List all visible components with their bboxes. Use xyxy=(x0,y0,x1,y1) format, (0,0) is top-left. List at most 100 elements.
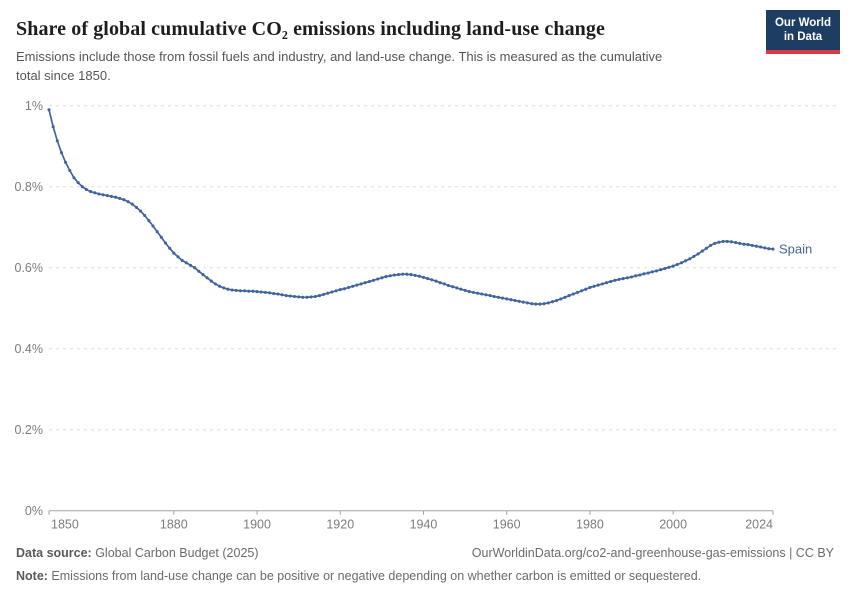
x-tick-label: 1880 xyxy=(160,518,188,532)
data-point xyxy=(659,268,663,272)
data-point xyxy=(301,295,305,299)
data-point xyxy=(230,288,234,292)
data-point xyxy=(47,108,51,112)
data-point xyxy=(322,292,326,296)
data-point xyxy=(446,283,450,288)
data-point xyxy=(667,265,671,269)
data-point xyxy=(276,292,280,296)
data-point xyxy=(713,241,717,245)
y-tick-label: 1% xyxy=(25,99,43,113)
data-point xyxy=(118,196,122,200)
data-point xyxy=(426,277,430,281)
data-point xyxy=(550,300,555,304)
data-point xyxy=(471,290,475,294)
x-tick-label: 2024 xyxy=(745,518,773,532)
data-point xyxy=(650,270,654,274)
series-label[interactable]: Spain xyxy=(779,242,812,257)
data-point xyxy=(538,302,542,306)
data-point xyxy=(600,282,604,286)
footer-url[interactable]: OurWorldinData.org/co2-and-greenhouse-ga… xyxy=(471,546,834,560)
owid-logo[interactable]: Our World in Data xyxy=(766,10,840,54)
data-point xyxy=(467,290,471,294)
footer-note-label: Note: xyxy=(16,569,48,583)
data-point xyxy=(646,271,650,275)
data-point xyxy=(89,190,93,194)
data-point xyxy=(243,289,247,293)
data-point xyxy=(405,272,409,276)
data-point xyxy=(642,272,646,276)
data-point xyxy=(342,287,346,291)
data-point xyxy=(134,205,138,209)
y-tick-label: 0.8% xyxy=(15,180,44,194)
data-point xyxy=(68,168,72,173)
data-point xyxy=(284,294,288,298)
data-point xyxy=(180,258,184,262)
data-point xyxy=(93,191,97,195)
data-point xyxy=(496,295,500,299)
data-point xyxy=(409,273,413,277)
y-tick-label: 0% xyxy=(25,504,43,518)
data-point xyxy=(546,301,550,305)
data-point xyxy=(226,287,230,291)
y-tick-label: 0.2% xyxy=(15,423,44,437)
data-point xyxy=(559,297,563,301)
data-point xyxy=(280,293,284,297)
data-point xyxy=(621,277,625,281)
data-point xyxy=(347,285,351,290)
data-point xyxy=(763,246,767,250)
data-point xyxy=(317,294,322,298)
data-point xyxy=(201,273,205,277)
data-point xyxy=(288,294,292,298)
data-point xyxy=(500,296,505,300)
data-point xyxy=(617,277,621,281)
data-point xyxy=(372,278,376,282)
data-point xyxy=(297,295,301,299)
data-point xyxy=(634,274,638,278)
chart-title: Share of global cumulative CO₂ emissions… xyxy=(16,18,605,40)
data-point xyxy=(184,261,188,265)
footer-source-text: Global Carbon Budget (2025) xyxy=(91,546,259,560)
data-point xyxy=(704,246,708,250)
data-point xyxy=(176,255,180,259)
data-point xyxy=(84,187,88,192)
data-point xyxy=(55,139,59,143)
data-point xyxy=(525,301,530,305)
data-point xyxy=(193,266,197,270)
data-point xyxy=(679,261,684,265)
data-point xyxy=(238,289,242,293)
data-point xyxy=(355,283,359,287)
data-point xyxy=(758,245,763,249)
data-point xyxy=(247,289,251,293)
data-point xyxy=(122,198,126,202)
data-point xyxy=(396,273,401,277)
data-point xyxy=(234,288,238,292)
data-point xyxy=(305,295,309,299)
footer-source-label: Data source: xyxy=(16,546,92,560)
data-point xyxy=(413,273,417,277)
data-point xyxy=(114,195,118,199)
data-point xyxy=(421,275,426,279)
data-point xyxy=(272,292,276,296)
data-point xyxy=(326,291,330,295)
data-point xyxy=(709,243,713,247)
data-point xyxy=(742,242,746,246)
x-tick-label: 1980 xyxy=(576,518,604,532)
data-point xyxy=(455,286,459,290)
data-point xyxy=(738,241,742,245)
data-point xyxy=(205,276,209,280)
data-point xyxy=(263,290,267,294)
data-point xyxy=(130,202,134,206)
data-point xyxy=(76,181,80,185)
data-point xyxy=(105,194,109,198)
data-point xyxy=(596,283,600,287)
data-point xyxy=(671,264,675,268)
data-point xyxy=(267,291,272,295)
data-point xyxy=(746,243,750,247)
data-point xyxy=(463,288,467,292)
y-tick-label: 0.6% xyxy=(15,261,44,275)
data-point xyxy=(517,299,521,303)
data-point xyxy=(218,284,222,288)
x-tick-label: 2000 xyxy=(659,518,687,532)
data-point xyxy=(734,241,738,245)
